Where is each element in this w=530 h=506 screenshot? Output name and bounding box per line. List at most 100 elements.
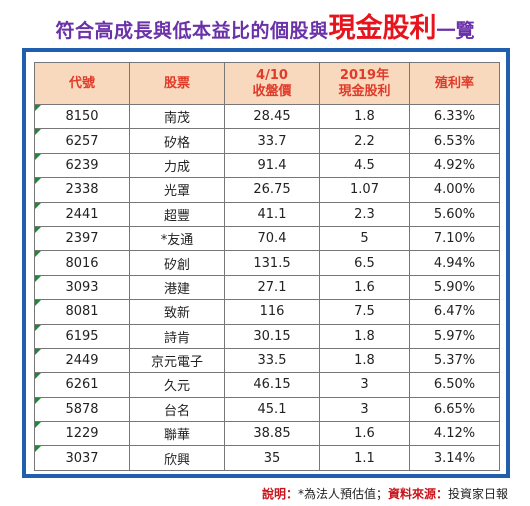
cell-code: 2441 [34,201,130,227]
title-highlight: 現金股利 [328,13,437,44]
cell-stock-name: 京元電子 [129,347,225,374]
cell-yield: 3.14% [409,445,500,471]
cell-cash-dividend: 3 [319,372,410,398]
cell-code: 8016 [34,250,130,276]
table-row: 6195 詩肯 30.15 1.8 5.97% [34,323,500,349]
cell-stock-name: 光罩 [129,177,225,203]
page-title: 符合高成長與低本益比的個股與現金股利一覽 [0,6,530,45]
cell-code: 6257 [34,128,130,154]
cell-code: 2449 [34,347,130,374]
cell-yield: 5.97% [409,323,500,349]
cell-close-price: 41.1 [224,201,320,227]
cell-cash-dividend: 2.2 [319,128,410,154]
title-prefix: 符合高成長與低本益比的個股與 [55,20,329,42]
cell-code: 8081 [34,299,130,325]
table-row: 3093 港建 27.1 1.6 5.90% [34,274,500,301]
cell-cash-dividend: 1.8 [319,323,410,349]
table-row: 3037 欣興 35 1.1 3.14% [34,445,500,471]
cell-code: 6239 [34,152,130,179]
table-row: 2449 京元電子 33.5 1.8 5.37% [34,347,500,374]
cell-close-price: 116 [224,299,320,325]
table-row: 8016 矽創 131.5 6.5 4.94% [34,250,500,276]
table-row: 6261 久元 46.15 3 6.50% [34,372,500,398]
cell-close-price: 45.1 [224,396,320,423]
cell-stock-name: 久元 [129,372,225,398]
cell-cash-dividend: 1.07 [319,177,410,203]
cell-stock-name: 台名 [129,396,225,423]
cell-code: 6261 [34,372,130,398]
cell-close-price: 38.85 [224,421,320,447]
note-text: *為法人預估值； [297,487,388,501]
cell-close-price: 91.4 [224,152,320,179]
cell-cash-dividend: 4.5 [319,152,410,179]
cell-code: 3037 [34,445,130,471]
table-row: 1229 聯華 38.85 1.6 4.12% [34,421,500,447]
header-close-price: 4/10 收盤價 [224,62,320,105]
cell-code: 1229 [34,421,130,447]
cell-yield: 6.65% [409,396,500,423]
cell-code: 5878 [34,396,130,423]
table-row: 6239 力成 91.4 4.5 4.92% [34,152,500,179]
cell-cash-dividend: 3 [319,396,410,423]
header-stock: 股票 [129,62,225,105]
cell-code: 6195 [34,323,130,349]
source-label: 資料來源： [387,487,448,501]
cell-cash-dividend: 1.1 [319,445,410,471]
cell-stock-name: *友通 [129,225,225,252]
title-suffix: 一覽 [436,20,475,42]
cell-cash-dividend: 5 [319,225,410,252]
note-label: 說明： [261,487,298,501]
cell-yield: 5.90% [409,274,500,301]
cell-yield: 5.37% [409,347,500,374]
table-row: 8150 南茂 28.45 1.8 6.33% [34,103,500,130]
cell-yield: 6.53% [409,128,500,154]
cell-cash-dividend: 1.6 [319,421,410,447]
cell-stock-name: 超豐 [129,201,225,227]
cell-cash-dividend: 7.5 [319,299,410,325]
cell-close-price: 26.75 [224,177,320,203]
cell-stock-name: 聯華 [129,421,225,447]
table-row: 6257 矽格 33.7 2.2 6.53% [34,128,500,154]
cell-stock-name: 力成 [129,152,225,179]
cell-stock-name: 矽格 [129,128,225,154]
cell-yield: 6.33% [409,103,500,130]
cell-cash-dividend: 1.8 [319,103,410,130]
cell-yield: 4.94% [409,250,500,276]
cell-close-price: 46.15 [224,372,320,398]
cell-close-price: 28.45 [224,103,320,130]
cell-yield: 4.92% [409,152,500,179]
cell-code: 2397 [34,225,130,252]
cell-stock-name: 詩肯 [129,323,225,349]
cell-close-price: 33.7 [224,128,320,154]
header-yield: 殖利率 [409,62,500,105]
cell-yield: 4.12% [409,421,500,447]
cell-stock-name: 欣興 [129,445,225,471]
table-row: 2338 光罩 26.75 1.07 4.00% [34,177,500,203]
cell-cash-dividend: 1.6 [319,274,410,301]
cell-yield: 4.00% [409,177,500,203]
cell-stock-name: 港建 [129,274,225,301]
cell-cash-dividend: 6.5 [319,250,410,276]
cell-close-price: 131.5 [224,250,320,276]
cell-close-price: 35 [224,445,320,471]
cell-stock-name: 致新 [129,299,225,325]
cell-stock-name: 南茂 [129,103,225,130]
table-header-row: 代號 股票 4/10 收盤價 2019年 現金股利 殖利率 [34,62,500,105]
cell-cash-dividend: 2.3 [319,201,410,227]
table-frame: 代號 股票 4/10 收盤價 2019年 現金股利 殖利率 8150 南茂 28.45 1… [22,48,510,478]
footnote: 說明：*為法人預估值；資料來源：投資家日報 [262,485,508,502]
cell-close-price: 70.4 [224,225,320,252]
cell-code: 8150 [34,103,130,130]
cell-code: 2338 [34,177,130,203]
table-row: 2397 *友通 70.4 5 7.10% [34,225,500,252]
table-row: 8081 致新 116 7.5 6.47% [34,299,500,325]
source-text: 投資家日報 [447,487,508,501]
cell-yield: 6.50% [409,372,500,398]
cell-close-price: 27.1 [224,274,320,301]
cell-cash-dividend: 1.8 [319,347,410,374]
cell-close-price: 33.5 [224,347,320,374]
cell-code: 3093 [34,274,130,301]
table-row: 5878 台名 45.1 3 6.65% [34,396,500,423]
cell-close-price: 30.15 [224,323,320,349]
cell-yield: 6.47% [409,299,500,325]
